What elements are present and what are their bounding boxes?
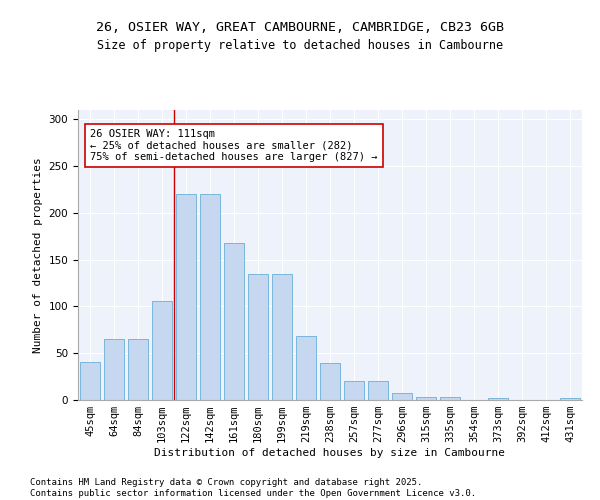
- Bar: [296, 336, 316, 400]
- Bar: [344, 382, 364, 400]
- Bar: [224, 243, 244, 400]
- Bar: [488, 398, 508, 400]
- Bar: [320, 362, 340, 400]
- Bar: [440, 397, 460, 400]
- Y-axis label: Number of detached properties: Number of detached properties: [33, 157, 43, 353]
- Bar: [80, 362, 100, 400]
- Text: 26, OSIER WAY, GREAT CAMBOURNE, CAMBRIDGE, CB23 6GB: 26, OSIER WAY, GREAT CAMBOURNE, CAMBRIDG…: [96, 21, 504, 34]
- Text: Size of property relative to detached houses in Cambourne: Size of property relative to detached ho…: [97, 38, 503, 52]
- Text: 26 OSIER WAY: 111sqm
← 25% of detached houses are smaller (282)
75% of semi-deta: 26 OSIER WAY: 111sqm ← 25% of detached h…: [91, 128, 378, 162]
- Bar: [200, 194, 220, 400]
- X-axis label: Distribution of detached houses by size in Cambourne: Distribution of detached houses by size …: [155, 448, 505, 458]
- Bar: [272, 274, 292, 400]
- Bar: [104, 339, 124, 400]
- Bar: [560, 398, 580, 400]
- Bar: [176, 194, 196, 400]
- Bar: [128, 339, 148, 400]
- Bar: [368, 382, 388, 400]
- Bar: [392, 392, 412, 400]
- Bar: [152, 301, 172, 400]
- Bar: [248, 274, 268, 400]
- Text: Contains HM Land Registry data © Crown copyright and database right 2025.
Contai: Contains HM Land Registry data © Crown c…: [30, 478, 476, 498]
- Bar: [416, 397, 436, 400]
